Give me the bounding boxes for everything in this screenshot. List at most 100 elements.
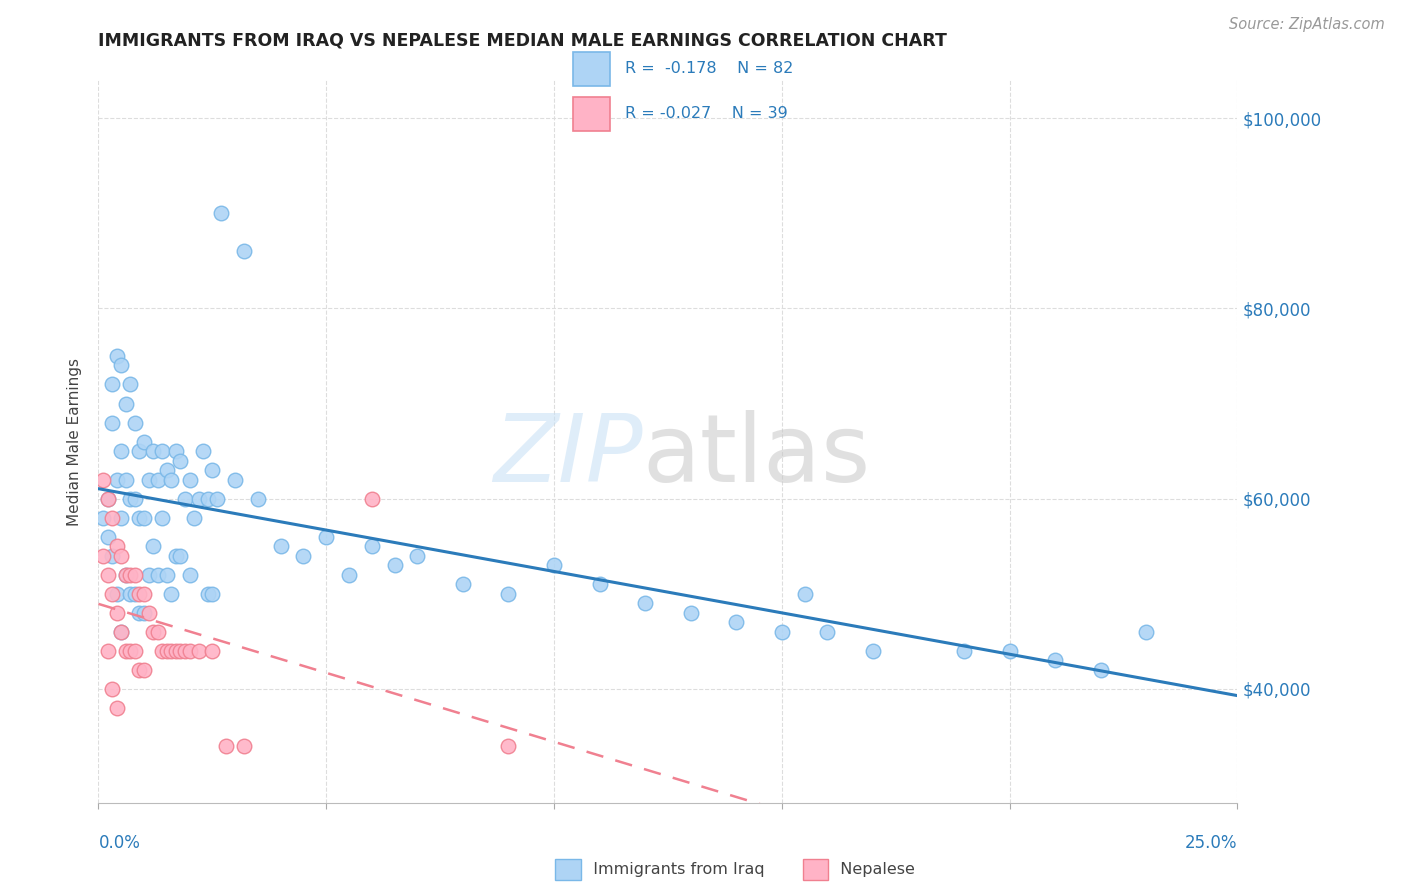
Point bbox=[96, 567, 118, 582]
Point bbox=[96, 643, 118, 657]
Point bbox=[174, 643, 197, 657]
Point bbox=[451, 577, 474, 591]
Text: R = -0.027    N = 39: R = -0.027 N = 39 bbox=[624, 106, 787, 121]
Point bbox=[96, 491, 118, 506]
Point bbox=[246, 491, 269, 506]
Point bbox=[292, 549, 315, 563]
FancyBboxPatch shape bbox=[574, 97, 610, 131]
Point bbox=[197, 491, 219, 506]
Point bbox=[110, 624, 132, 639]
Point bbox=[114, 396, 136, 410]
Y-axis label: Median Male Earnings: Median Male Earnings bbox=[67, 358, 83, 525]
Point bbox=[201, 587, 224, 601]
Point bbox=[101, 510, 124, 524]
Point bbox=[142, 444, 165, 458]
Point bbox=[270, 539, 292, 553]
Point bbox=[124, 567, 146, 582]
Point bbox=[201, 463, 224, 477]
Text: Source: ZipAtlas.com: Source: ZipAtlas.com bbox=[1229, 18, 1385, 32]
Point bbox=[101, 377, 124, 392]
Text: 0.0%: 0.0% bbox=[98, 834, 141, 852]
Text: Nepalese: Nepalese bbox=[830, 863, 914, 877]
Point bbox=[770, 624, 793, 639]
Point bbox=[138, 606, 160, 620]
Point bbox=[187, 491, 209, 506]
Point bbox=[862, 643, 884, 657]
Point bbox=[114, 567, 136, 582]
Point bbox=[128, 510, 150, 524]
Point bbox=[209, 206, 232, 220]
Point bbox=[215, 739, 238, 753]
Point bbox=[160, 473, 183, 487]
Point bbox=[124, 416, 146, 430]
Point bbox=[91, 510, 114, 524]
Point bbox=[160, 643, 183, 657]
Point bbox=[150, 510, 173, 524]
Point bbox=[179, 473, 201, 487]
Point bbox=[146, 624, 169, 639]
Point bbox=[105, 539, 128, 553]
Point bbox=[498, 739, 520, 753]
Point bbox=[156, 567, 179, 582]
Point bbox=[110, 359, 132, 373]
Point bbox=[201, 643, 224, 657]
Point bbox=[132, 510, 155, 524]
Text: 25.0%: 25.0% bbox=[1185, 834, 1237, 852]
Point bbox=[128, 606, 150, 620]
Point bbox=[91, 549, 114, 563]
Point bbox=[132, 587, 155, 601]
Point bbox=[205, 491, 228, 506]
Point bbox=[679, 606, 702, 620]
Point bbox=[156, 643, 179, 657]
Point bbox=[165, 549, 187, 563]
Point bbox=[124, 643, 146, 657]
Point bbox=[110, 549, 132, 563]
Point bbox=[183, 510, 205, 524]
Point bbox=[132, 434, 155, 449]
Point bbox=[187, 643, 209, 657]
Point bbox=[169, 549, 191, 563]
Point bbox=[224, 473, 246, 487]
Point bbox=[165, 444, 187, 458]
Point bbox=[197, 587, 219, 601]
Point bbox=[1135, 624, 1157, 639]
Text: atlas: atlas bbox=[643, 410, 872, 502]
FancyBboxPatch shape bbox=[574, 52, 610, 86]
Point bbox=[953, 643, 976, 657]
Text: R =  -0.178    N = 82: R = -0.178 N = 82 bbox=[624, 62, 793, 77]
Point bbox=[337, 567, 360, 582]
Point bbox=[114, 643, 136, 657]
Point bbox=[101, 587, 124, 601]
Point bbox=[233, 244, 256, 259]
Point bbox=[1090, 663, 1112, 677]
Point bbox=[128, 663, 150, 677]
Point bbox=[120, 491, 142, 506]
Point bbox=[725, 615, 748, 630]
Point bbox=[128, 444, 150, 458]
Point bbox=[406, 549, 429, 563]
Point bbox=[179, 643, 201, 657]
Point bbox=[156, 463, 179, 477]
Point bbox=[179, 567, 201, 582]
Point bbox=[193, 444, 215, 458]
Point bbox=[132, 606, 155, 620]
Point bbox=[101, 549, 124, 563]
Point bbox=[315, 530, 337, 544]
Point bbox=[120, 587, 142, 601]
Point bbox=[150, 643, 173, 657]
Point bbox=[634, 596, 657, 610]
Point bbox=[169, 643, 191, 657]
Point bbox=[160, 587, 183, 601]
Point bbox=[146, 473, 169, 487]
Point bbox=[105, 606, 128, 620]
Point bbox=[105, 587, 128, 601]
Point bbox=[110, 624, 132, 639]
Point bbox=[124, 587, 146, 601]
Point bbox=[114, 473, 136, 487]
Text: Immigrants from Iraq: Immigrants from Iraq bbox=[583, 863, 765, 877]
Point bbox=[96, 530, 118, 544]
Point bbox=[110, 444, 132, 458]
Point bbox=[142, 624, 165, 639]
Point bbox=[110, 510, 132, 524]
Point bbox=[101, 681, 124, 696]
